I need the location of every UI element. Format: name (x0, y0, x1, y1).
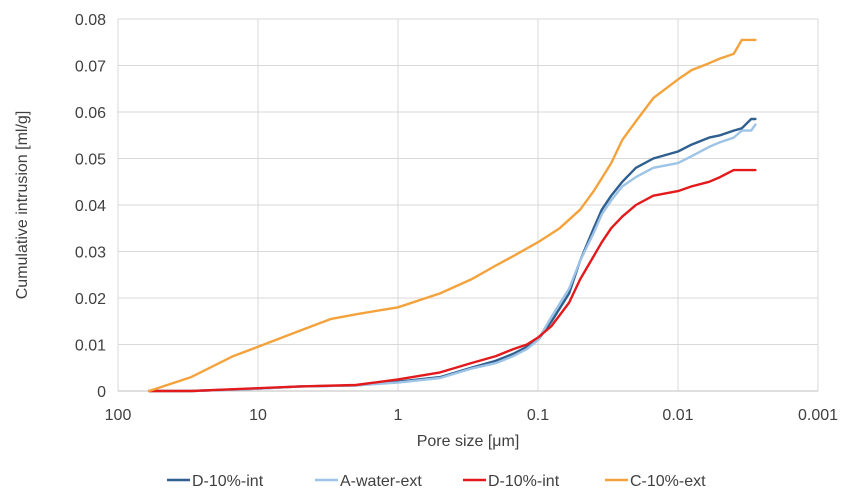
y-tick-label: 0.05 (75, 152, 106, 169)
legend-label: A-water-ext (340, 473, 422, 490)
x-tick-label: 0.001 (798, 407, 838, 424)
grid (117, 18, 819, 391)
series-line-1 (147, 117, 757, 393)
y-axis-title: Cumulative intrusion [ml/g] (14, 111, 31, 300)
x-axis-title: Pore size [μm] (417, 433, 520, 450)
plot-area (147, 38, 757, 393)
y-tick-label: 0.06 (75, 105, 106, 122)
legend-label: C-10%-ext (630, 473, 706, 490)
x-tick-label: 1 (394, 407, 403, 424)
y-tick-label: 0.03 (75, 245, 106, 262)
y-tick-label: 0.08 (75, 12, 106, 29)
legend: D-10%-int A-water-ext D-10%-int C-10%-ext (167, 473, 706, 490)
x-tick-label: 0.1 (527, 407, 549, 424)
series-line-3 (147, 168, 757, 393)
series-line-2 (147, 123, 757, 393)
x-tick-label: 100 (105, 407, 132, 424)
x-tick-label: 0.01 (662, 407, 693, 424)
x-tick-label: 10 (249, 407, 267, 424)
y-tick-label: 0.01 (75, 338, 106, 355)
tick-labels: 0 0.01 0.02 0.03 0.04 0.05 0.06 0.07 0.08 100 10 1 0… (75, 12, 838, 424)
legend-label: D-10%-int (488, 473, 560, 490)
series-line-4 (147, 38, 757, 393)
legend-label: D-10%-int (192, 473, 264, 490)
y-tick-label: 0 (97, 384, 106, 401)
y-tick-label: 0.02 (75, 291, 106, 308)
y-tick-label: 0.07 (75, 59, 106, 76)
y-tick-label: 0.04 (75, 198, 106, 215)
